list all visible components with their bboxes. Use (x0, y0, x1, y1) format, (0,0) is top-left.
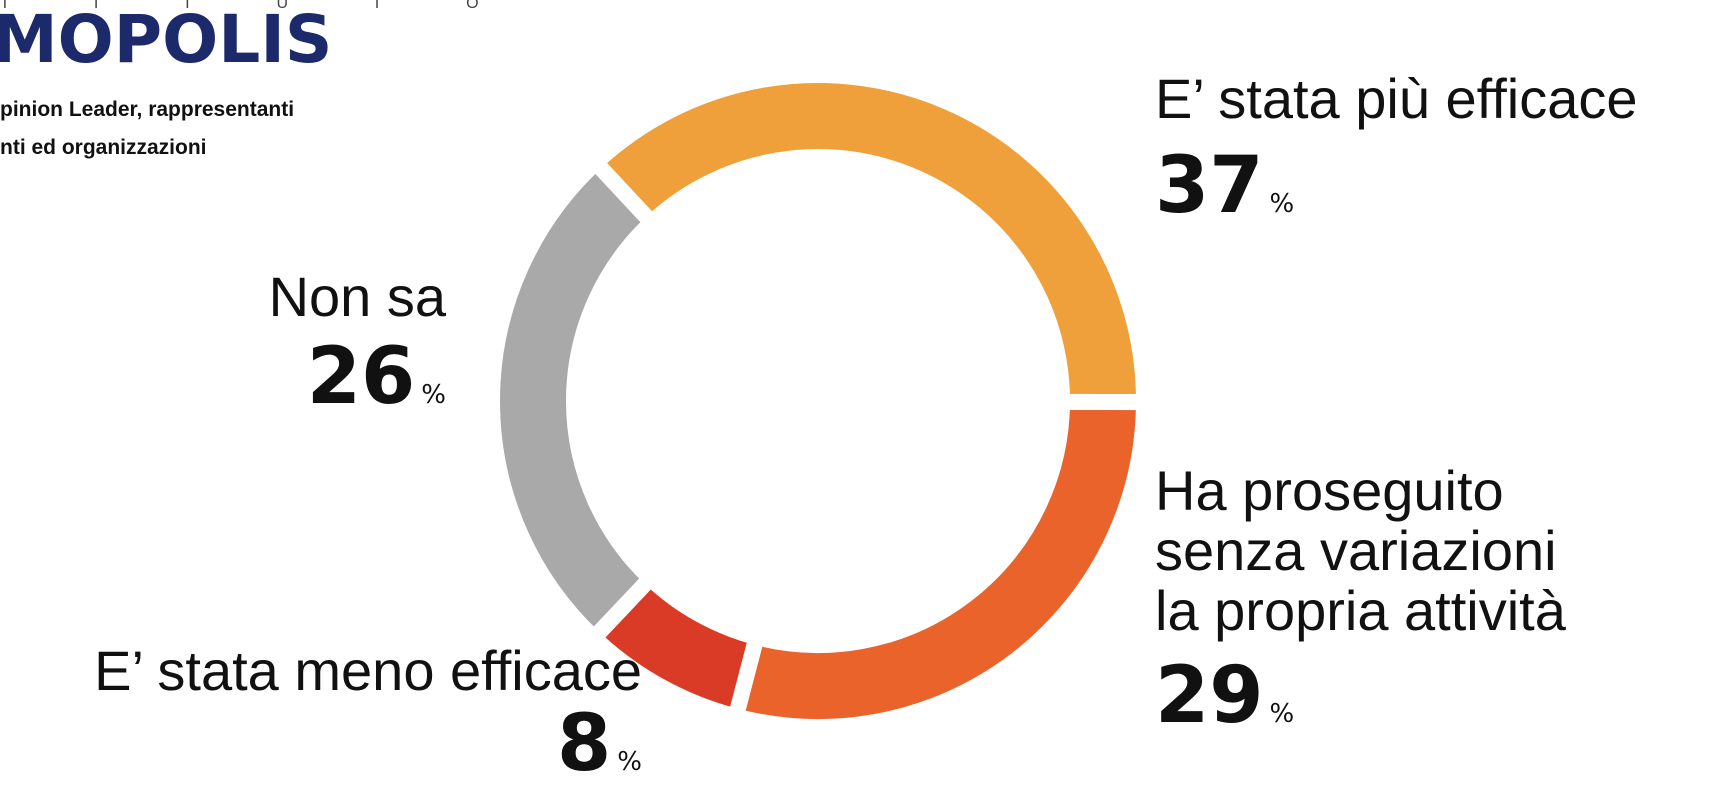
value-unit: % (421, 380, 446, 410)
value-label: 26% (307, 332, 446, 422)
value-number: 26 (307, 332, 416, 422)
slice-label: E’ stata meno efficace (94, 639, 642, 702)
value-number: 29 (1155, 651, 1264, 741)
value-unit: % (1270, 189, 1295, 219)
donut-slice (726, 393, 1153, 735)
slice-label: E’ stata più efficace (1155, 67, 1638, 130)
slice-label: Non sa (269, 265, 447, 328)
slice-label: la propria attività (1155, 579, 1567, 642)
logo: MOPOLIS (0, 1, 332, 78)
value-unit: % (617, 747, 642, 777)
subtitle: pinion Leader, rappresentanti (0, 98, 294, 121)
value-label: 29% (1155, 651, 1294, 741)
value-number: 8 (557, 699, 611, 789)
value-number: 37 (1155, 141, 1264, 231)
logo-letters: T I T U T O (0, 0, 519, 12)
subtitle: nti ed organizzazioni (0, 136, 207, 159)
value-label: 8% (557, 699, 642, 789)
donut-slice (584, 67, 1153, 411)
value-label: 37% (1155, 141, 1294, 231)
slice-label: Ha proseguito (1155, 459, 1504, 522)
slice-label: senza variazioni (1155, 519, 1557, 582)
donut-slice (484, 151, 663, 650)
value-unit: % (1270, 699, 1295, 729)
